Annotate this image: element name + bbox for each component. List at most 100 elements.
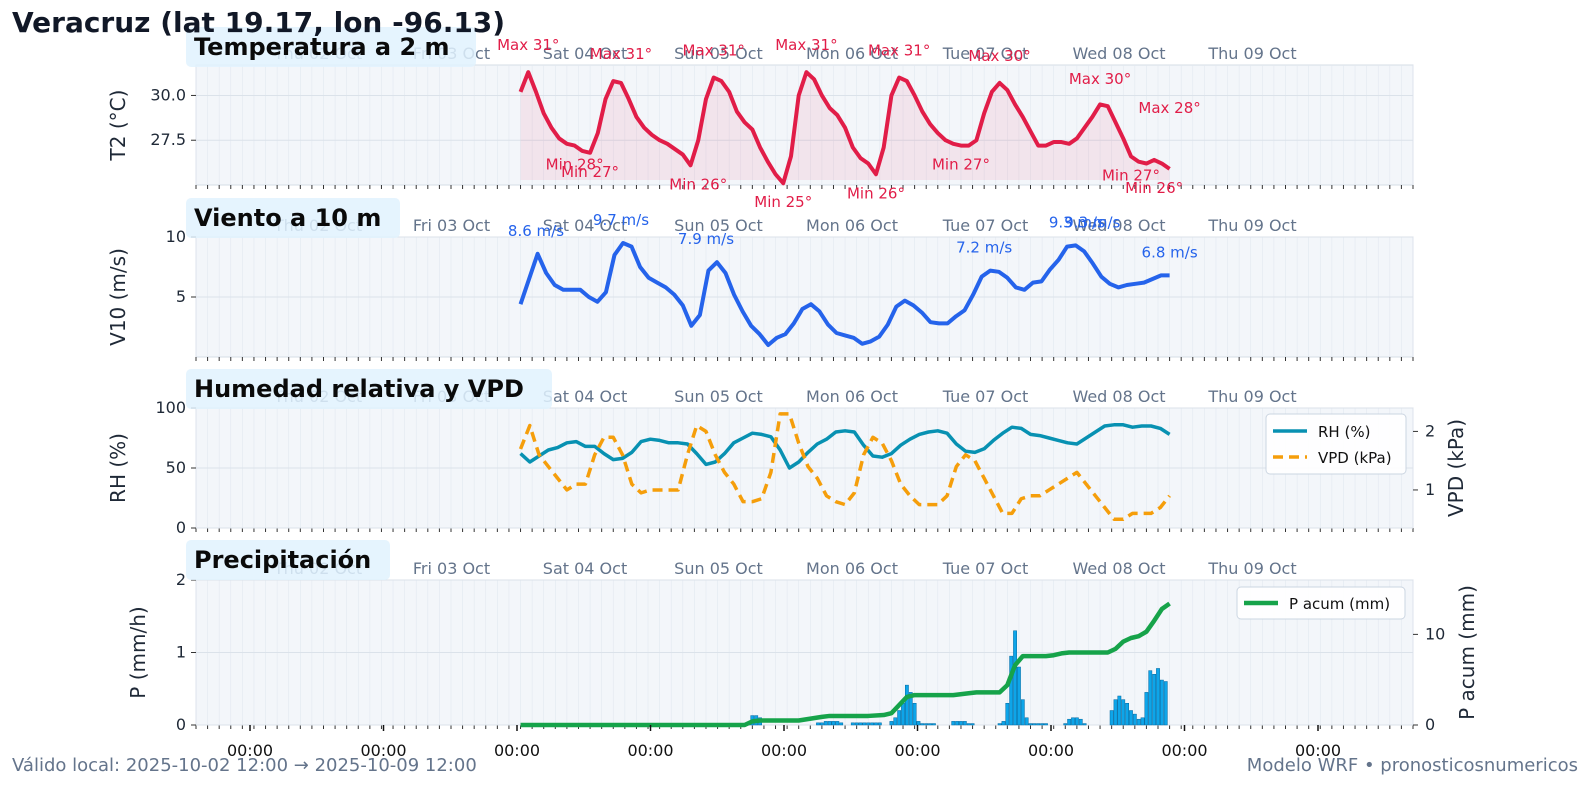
panel-2 xyxy=(191,236,1414,361)
x-tick-label: 00:00 xyxy=(1028,741,1074,760)
day-label: Sat 04 Oct xyxy=(543,559,627,578)
x-tick-label: 00:00 xyxy=(494,741,540,760)
temperature-annotation-min: Min 26° xyxy=(847,184,905,202)
precip-bar xyxy=(870,722,875,726)
y-tick-label: 2 xyxy=(176,570,186,589)
x-tick-label: 00:00 xyxy=(227,741,273,760)
x-tick-label: 00:00 xyxy=(1161,741,1207,760)
precip-bar xyxy=(1140,717,1145,726)
temperature-annotation-min: Min 26° xyxy=(1125,179,1183,197)
precip-bar xyxy=(1028,723,1033,726)
panel-title-box xyxy=(186,369,552,409)
precip-bar xyxy=(1024,717,1029,726)
day-label: Sun 05 Oct xyxy=(674,44,763,63)
day-label: Wed 08 Oct xyxy=(1072,44,1165,63)
day-label: Tue 07 Oct xyxy=(942,559,1029,578)
temperature-annotation-min: Min 27° xyxy=(932,156,990,174)
day-label: Sat 04 Oct xyxy=(543,216,627,235)
y-axis-label: RH (%) xyxy=(106,433,130,503)
wind-annotation: 7.9 m/s xyxy=(678,230,734,248)
precip-bar xyxy=(827,721,832,726)
y-axis-label: P (mm/h) xyxy=(126,606,150,698)
wind-annotation: 9.3 m/s xyxy=(1049,213,1105,231)
precip-bar xyxy=(1032,723,1037,726)
precip-bar xyxy=(901,703,905,726)
temperature-annotation-min: Min 26° xyxy=(669,175,727,193)
day-label: Fri 03 Oct xyxy=(413,216,490,235)
day-label: Tue 07 Oct xyxy=(942,387,1029,406)
precip-bar xyxy=(932,723,936,726)
precip-bar xyxy=(904,684,909,726)
legend-label-rh: RH (%) xyxy=(1318,423,1370,441)
temperature-annotation-max: Max 31° xyxy=(868,42,930,60)
precip-accum-line xyxy=(520,601,1171,728)
precip-bar xyxy=(1071,717,1075,726)
legend-box xyxy=(1236,586,1406,620)
legend-label-vpd: VPD (kPa) xyxy=(1318,449,1392,467)
precip-bar xyxy=(1159,679,1164,726)
x-tick-label: 00:00 xyxy=(761,741,807,760)
panel-4 xyxy=(191,579,1418,729)
precip-bar xyxy=(1125,703,1129,726)
panel-title-box xyxy=(186,198,400,238)
rh-vpd-legend xyxy=(1265,413,1407,475)
vpd-series-line xyxy=(518,412,1171,521)
precip-bar xyxy=(1036,723,1041,726)
y-tick-label: 27.5 xyxy=(150,130,186,149)
temperature-series-line xyxy=(518,70,1171,186)
day-label: Fri 03 Oct xyxy=(413,559,490,578)
temperature-annotation-max: Max 31° xyxy=(590,45,652,63)
precip-bar xyxy=(1067,718,1072,726)
precip-bar xyxy=(816,722,820,726)
panel-title-box xyxy=(186,27,476,67)
precip-bar xyxy=(1082,723,1087,726)
y-tick-label: 100 xyxy=(155,398,186,417)
day-label: Mon 06 Oct xyxy=(806,44,898,63)
precip-bar xyxy=(1020,699,1025,726)
precip-bar xyxy=(959,721,963,726)
temperature-annotation-max: Max 30° xyxy=(968,47,1030,65)
y-tick-label: 5 xyxy=(176,287,186,306)
panel-title-box xyxy=(186,540,390,580)
precip-bar xyxy=(1132,713,1137,726)
x-tick-label: 00:00 xyxy=(360,741,406,760)
panel-title: Viento a 10 m xyxy=(194,204,381,232)
day-label: Thu 09 Oct xyxy=(1207,216,1296,235)
y-tick-label: 0 xyxy=(176,518,186,537)
y-tick-label: 30.0 xyxy=(150,85,186,104)
legend-label-accum: P acum (mm) xyxy=(1289,595,1390,613)
precip-bar xyxy=(1144,692,1149,726)
day-label: Tue 07 Oct xyxy=(942,216,1029,235)
precip-bar xyxy=(970,723,975,726)
precip-bar xyxy=(1136,718,1141,726)
precip-bar xyxy=(839,722,844,726)
precip-bar xyxy=(912,703,917,726)
precip-bar xyxy=(928,723,932,726)
precip-bar xyxy=(1152,674,1157,726)
y-tick-label: 50 xyxy=(166,458,186,477)
y-right-axis-label: P acum (mm) xyxy=(1455,585,1479,720)
precip-bar xyxy=(962,721,967,726)
precip-bar xyxy=(893,717,898,726)
precip-bar xyxy=(874,722,878,726)
day-label: Wed 08 Oct xyxy=(1072,216,1165,235)
day-label: Mon 06 Oct xyxy=(806,216,898,235)
temperature-annotation-min: Min 27° xyxy=(561,163,619,181)
temperature-annotation-max: Max 31° xyxy=(497,36,559,54)
precip-bar xyxy=(1078,718,1083,726)
precip-bar xyxy=(1063,723,1068,726)
precip-bar xyxy=(966,723,971,726)
precip-bar xyxy=(1013,630,1017,726)
precip-bar xyxy=(1040,723,1044,726)
temperature-annotation-max: Max 31° xyxy=(775,36,837,54)
panel-title: Precipitación xyxy=(194,546,371,574)
wind-annotation: 9.7 m/s xyxy=(593,211,649,229)
precip-bar xyxy=(1117,695,1122,726)
legend-box xyxy=(1265,413,1407,475)
precip-bar xyxy=(897,710,902,726)
precip-bar xyxy=(1121,699,1126,726)
day-label: Mon 06 Oct xyxy=(806,559,898,578)
day-label: Thu 09 Oct xyxy=(1207,44,1296,63)
wind-annotation: 9.3 m/s xyxy=(1064,213,1120,231)
